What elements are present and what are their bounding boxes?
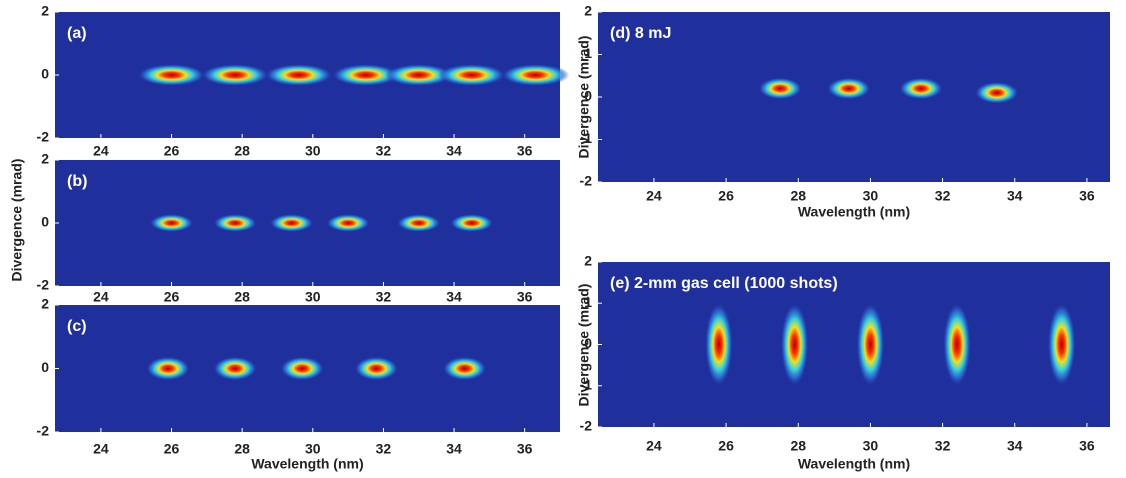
harmonic-blob	[326, 214, 371, 232]
x-tick-label: 28	[234, 289, 250, 305]
y-tick-label: -2	[580, 173, 593, 189]
harmonic-blob	[146, 356, 191, 381]
harmonic-blob	[943, 302, 972, 387]
harmonic-blob	[1047, 302, 1076, 387]
x-tick-label: 28	[790, 188, 806, 204]
x-tick-label: 34	[1007, 438, 1023, 454]
y-tick-label: -2	[37, 129, 50, 145]
y-tick-label: -2	[580, 418, 593, 434]
x-axis-label: Wavelength (nm)	[798, 204, 910, 220]
x-tick-label: 26	[718, 438, 734, 454]
harmonic-blob	[442, 356, 487, 381]
x-tick-label: 36	[1079, 438, 1095, 454]
x-tick-label: 32	[935, 438, 951, 454]
x-tick-label: 32	[376, 289, 392, 305]
harmonic-blob	[201, 64, 270, 86]
y-tick-label: -2	[37, 423, 50, 439]
harmonic-blob	[758, 77, 803, 100]
x-tick-label: 34	[446, 441, 462, 457]
y-tick-label: 1	[584, 45, 592, 61]
panel-title: (e) 2-mm gas cell (1000 shots)	[610, 275, 838, 292]
harmonic-blob	[213, 356, 258, 381]
y-tick-label: 0	[584, 335, 592, 351]
harmonic-blob	[898, 77, 943, 100]
harmonic-blob	[396, 214, 441, 232]
y-axis-label: Divergence (mrad)	[576, 284, 592, 407]
harmonic-blob	[856, 302, 885, 387]
panel-title: (d) 8 mJ	[610, 25, 671, 42]
x-tick-label: 30	[305, 143, 321, 159]
y-tick-label: -1	[580, 376, 593, 392]
x-tick-label: 32	[376, 143, 392, 159]
harmonic-blob	[449, 214, 494, 232]
x-tick-label: 30	[863, 188, 879, 204]
panel-title: (c)	[67, 318, 87, 335]
x-tick-label: 34	[446, 143, 462, 159]
harmonic-blob	[780, 302, 809, 387]
y-tick-label: -1	[580, 130, 593, 146]
x-tick-label: 24	[93, 289, 109, 305]
harmonic-blob	[501, 64, 570, 86]
x-tick-label: 26	[164, 441, 180, 457]
plot-area	[598, 262, 1110, 427]
harmonic-blob	[974, 81, 1019, 104]
harmonic-blob	[213, 214, 258, 232]
x-tick-label: 26	[718, 188, 734, 204]
x-tick-label: 24	[93, 441, 109, 457]
x-tick-label: 32	[935, 188, 951, 204]
panel-title: (b)	[67, 173, 87, 190]
x-tick-label: 36	[517, 289, 533, 305]
harmonic-blob	[137, 64, 206, 86]
y-tick-label: 1	[584, 294, 592, 310]
harmonic-blob	[331, 64, 400, 86]
x-axis-label: Wavelength (nm)	[798, 456, 910, 472]
harmonic-blob	[826, 77, 871, 100]
y-tick-label: 0	[41, 66, 49, 82]
x-tick-label: 24	[93, 143, 109, 159]
harmonic-blob	[269, 214, 314, 232]
y-axis-label: Divergence (mrad)	[9, 159, 25, 282]
harmonic-blob	[149, 214, 194, 232]
harmonic-blob	[354, 356, 399, 381]
x-axis-label: Wavelength (nm)	[251, 456, 363, 472]
y-tick-label: -2	[37, 277, 50, 293]
harmonic-blob	[280, 356, 325, 381]
x-tick-label: 28	[234, 441, 250, 457]
x-tick-label: 36	[517, 441, 533, 457]
x-tick-label: 26	[164, 143, 180, 159]
harmonic-blob	[384, 64, 453, 86]
x-tick-label: 24	[646, 438, 662, 454]
x-tick-label: 28	[790, 438, 806, 454]
y-axis-label: Divergence (mrad)	[576, 36, 592, 159]
y-tick-label: 0	[41, 214, 49, 230]
x-tick-label: 26	[164, 289, 180, 305]
harmonic-blob	[264, 64, 333, 86]
x-tick-label: 30	[863, 438, 879, 454]
y-tick-label: 2	[584, 253, 592, 269]
x-tick-label: 30	[305, 441, 321, 457]
x-tick-label: 24	[646, 188, 662, 204]
x-tick-label: 30	[305, 289, 321, 305]
x-tick-label: 34	[446, 289, 462, 305]
x-tick-label: 34	[1007, 188, 1023, 204]
harmonic-blob	[704, 302, 733, 387]
y-tick-label: 2	[41, 296, 49, 312]
y-tick-label: 0	[41, 359, 49, 375]
y-tick-label: 2	[584, 3, 592, 19]
x-tick-label: 36	[517, 143, 533, 159]
y-tick-label: 2	[41, 151, 49, 167]
x-tick-label: 28	[234, 143, 250, 159]
y-tick-label: 2	[41, 3, 49, 19]
x-tick-label: 32	[376, 441, 392, 457]
y-tick-label: 0	[584, 88, 592, 104]
panel-title: (a)	[67, 25, 87, 42]
x-tick-label: 36	[1079, 188, 1095, 204]
harmonic-blob	[437, 64, 506, 86]
